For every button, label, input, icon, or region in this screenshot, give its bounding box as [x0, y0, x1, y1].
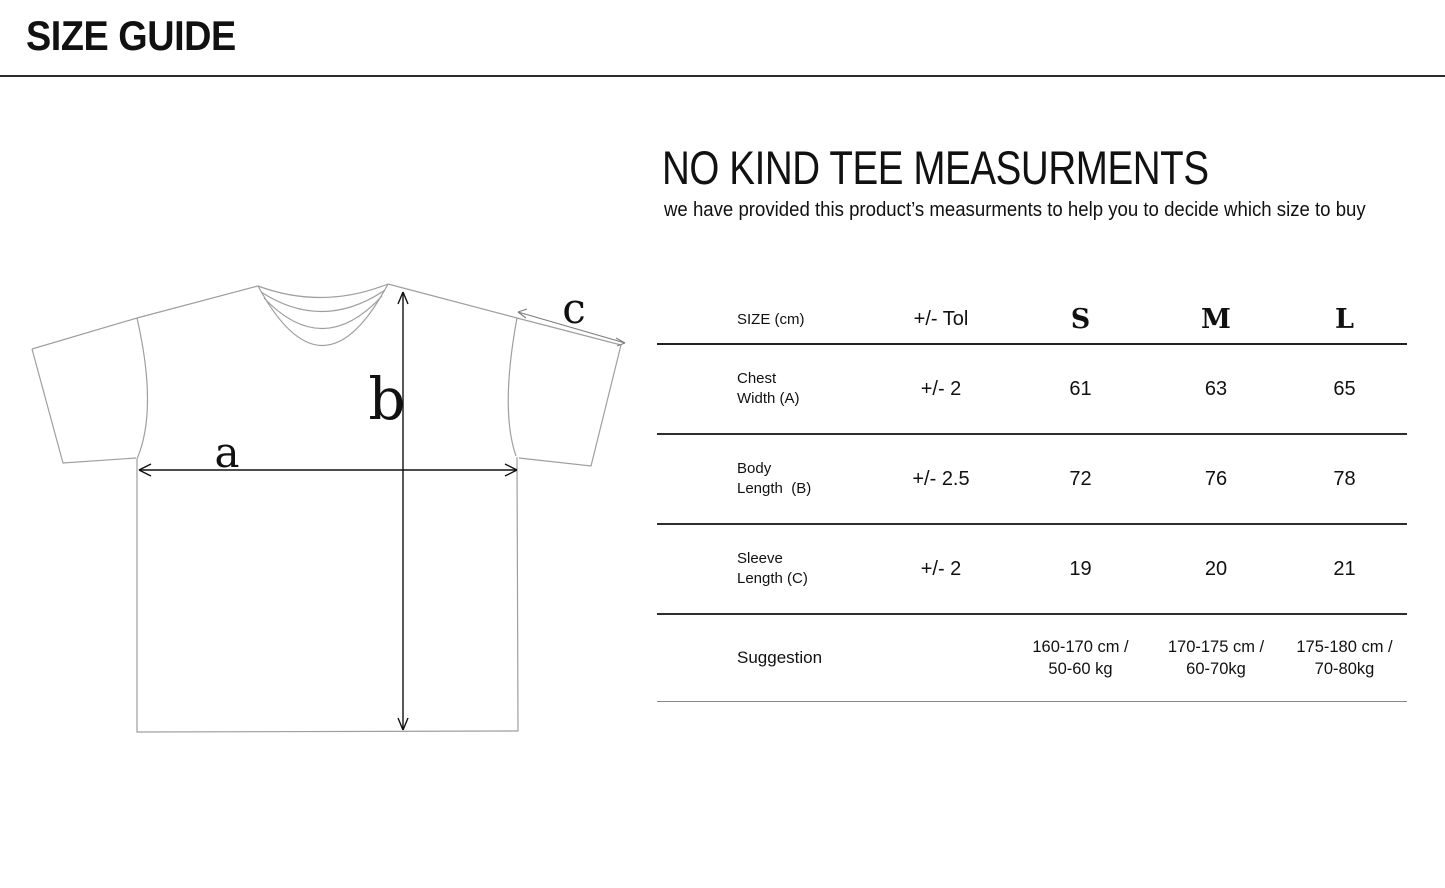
suggestion-line1: 160-170 cm /: [1032, 638, 1129, 656]
suggestion-line2: 70-80kg: [1314, 660, 1375, 678]
value-s: 19: [1069, 557, 1092, 580]
value-m: 20: [1204, 557, 1228, 580]
row-label-line2: Length (C): [737, 570, 808, 587]
suggestion-m: 170-175 cm / 60-70kg: [1150, 636, 1282, 680]
suggestion-line1: 175-180 cm /: [1296, 638, 1393, 656]
col-header-tol: +/- Tol: [913, 308, 969, 330]
col-header-size-s: S: [1070, 304, 1091, 335]
table-row-sleeve-length: Sleeve Length (C) +/- 2 19 20 21: [657, 525, 1407, 615]
tolerance-value: +/- 2: [920, 557, 962, 580]
value-s: 61: [1069, 377, 1092, 400]
row-label: Body Length (B): [657, 459, 871, 499]
suggestion-line1: 170-175 cm /: [1167, 638, 1265, 656]
measurements-table: SIZE (cm) +/- Tol S M L Chest Width (A) +…: [657, 296, 1407, 702]
suggestion-l: 175-180 cm / 70-80kg: [1282, 636, 1407, 680]
collar-rib-line-2: [263, 295, 383, 329]
value-m: 76: [1204, 467, 1228, 490]
row-label-line1: Body: [737, 460, 772, 477]
col-header-size: SIZE (cm): [737, 310, 805, 328]
suggestion-line2: 60-70kg: [1186, 660, 1246, 678]
label-c: c: [562, 284, 586, 333]
table-row-suggestion: Suggestion 160-170 cm / 50-60 kg 170-175 …: [657, 615, 1407, 702]
col-header-size-l: L: [1335, 304, 1354, 335]
value-m: 63: [1204, 377, 1228, 400]
left-sleeve: [31, 348, 137, 464]
collar-front-line: [257, 283, 389, 347]
collar-rib-line-1: [260, 289, 386, 313]
suggestion-s: 160-170 cm / 50-60 kg: [1011, 636, 1150, 680]
row-label: Chest Width (A): [657, 369, 871, 409]
value-l: 78: [1333, 467, 1356, 490]
measure-arrow-a: [138, 463, 518, 477]
measurements-subtitle: we have provided this product’s measurme…: [664, 199, 1366, 221]
row-label-line2: Width (A): [737, 390, 800, 407]
value-l: 21: [1333, 557, 1356, 580]
tolerance-value: +/- 2.5: [912, 467, 970, 490]
label-a: a: [214, 428, 239, 477]
table-row-chest-width: Chest Width (A) +/- 2 61 63 65: [657, 345, 1407, 435]
value-l: 65: [1333, 377, 1356, 400]
measure-arrow-b: [397, 291, 409, 731]
row-label-line2: Length (B): [737, 480, 812, 497]
tolerance-value: +/- 2: [920, 377, 962, 400]
row-label: Suggestion: [737, 648, 823, 667]
tshirt-diagram: a b c: [0, 260, 645, 745]
suggestion-line2: 50-60 kg: [1048, 660, 1113, 678]
right-sleeve: [518, 344, 622, 467]
body-outline: [136, 456, 519, 733]
row-label-line1: Chest: [737, 370, 777, 387]
left-shoulder-line: [31, 285, 259, 350]
row-label: Sleeve Length (C): [657, 549, 871, 589]
tshirt-outline: [31, 283, 622, 733]
right-shoulder-line: [387, 283, 622, 346]
col-header-size-m: M: [1201, 304, 1231, 335]
measurements-title: NO KIND TEE MEASURMENTS: [662, 141, 1209, 194]
table-row-body-length: Body Length (B) +/- 2.5 72 76 78: [657, 435, 1407, 525]
label-b: b: [368, 365, 405, 433]
value-s: 72: [1069, 467, 1092, 490]
header-divider: [0, 75, 1445, 77]
table-header-row: SIZE (cm) +/- Tol S M L: [657, 296, 1407, 345]
right-sleeve-seam: [507, 317, 518, 457]
row-label-line1: Sleeve: [737, 550, 783, 567]
collar-back-line: [257, 283, 389, 299]
left-sleeve-seam: [136, 317, 149, 460]
tshirt-diagram-svg: a b c: [31, 283, 626, 733]
page-title: SIZE GUIDE: [26, 12, 236, 59]
measure-arrow-c: [517, 308, 626, 347]
